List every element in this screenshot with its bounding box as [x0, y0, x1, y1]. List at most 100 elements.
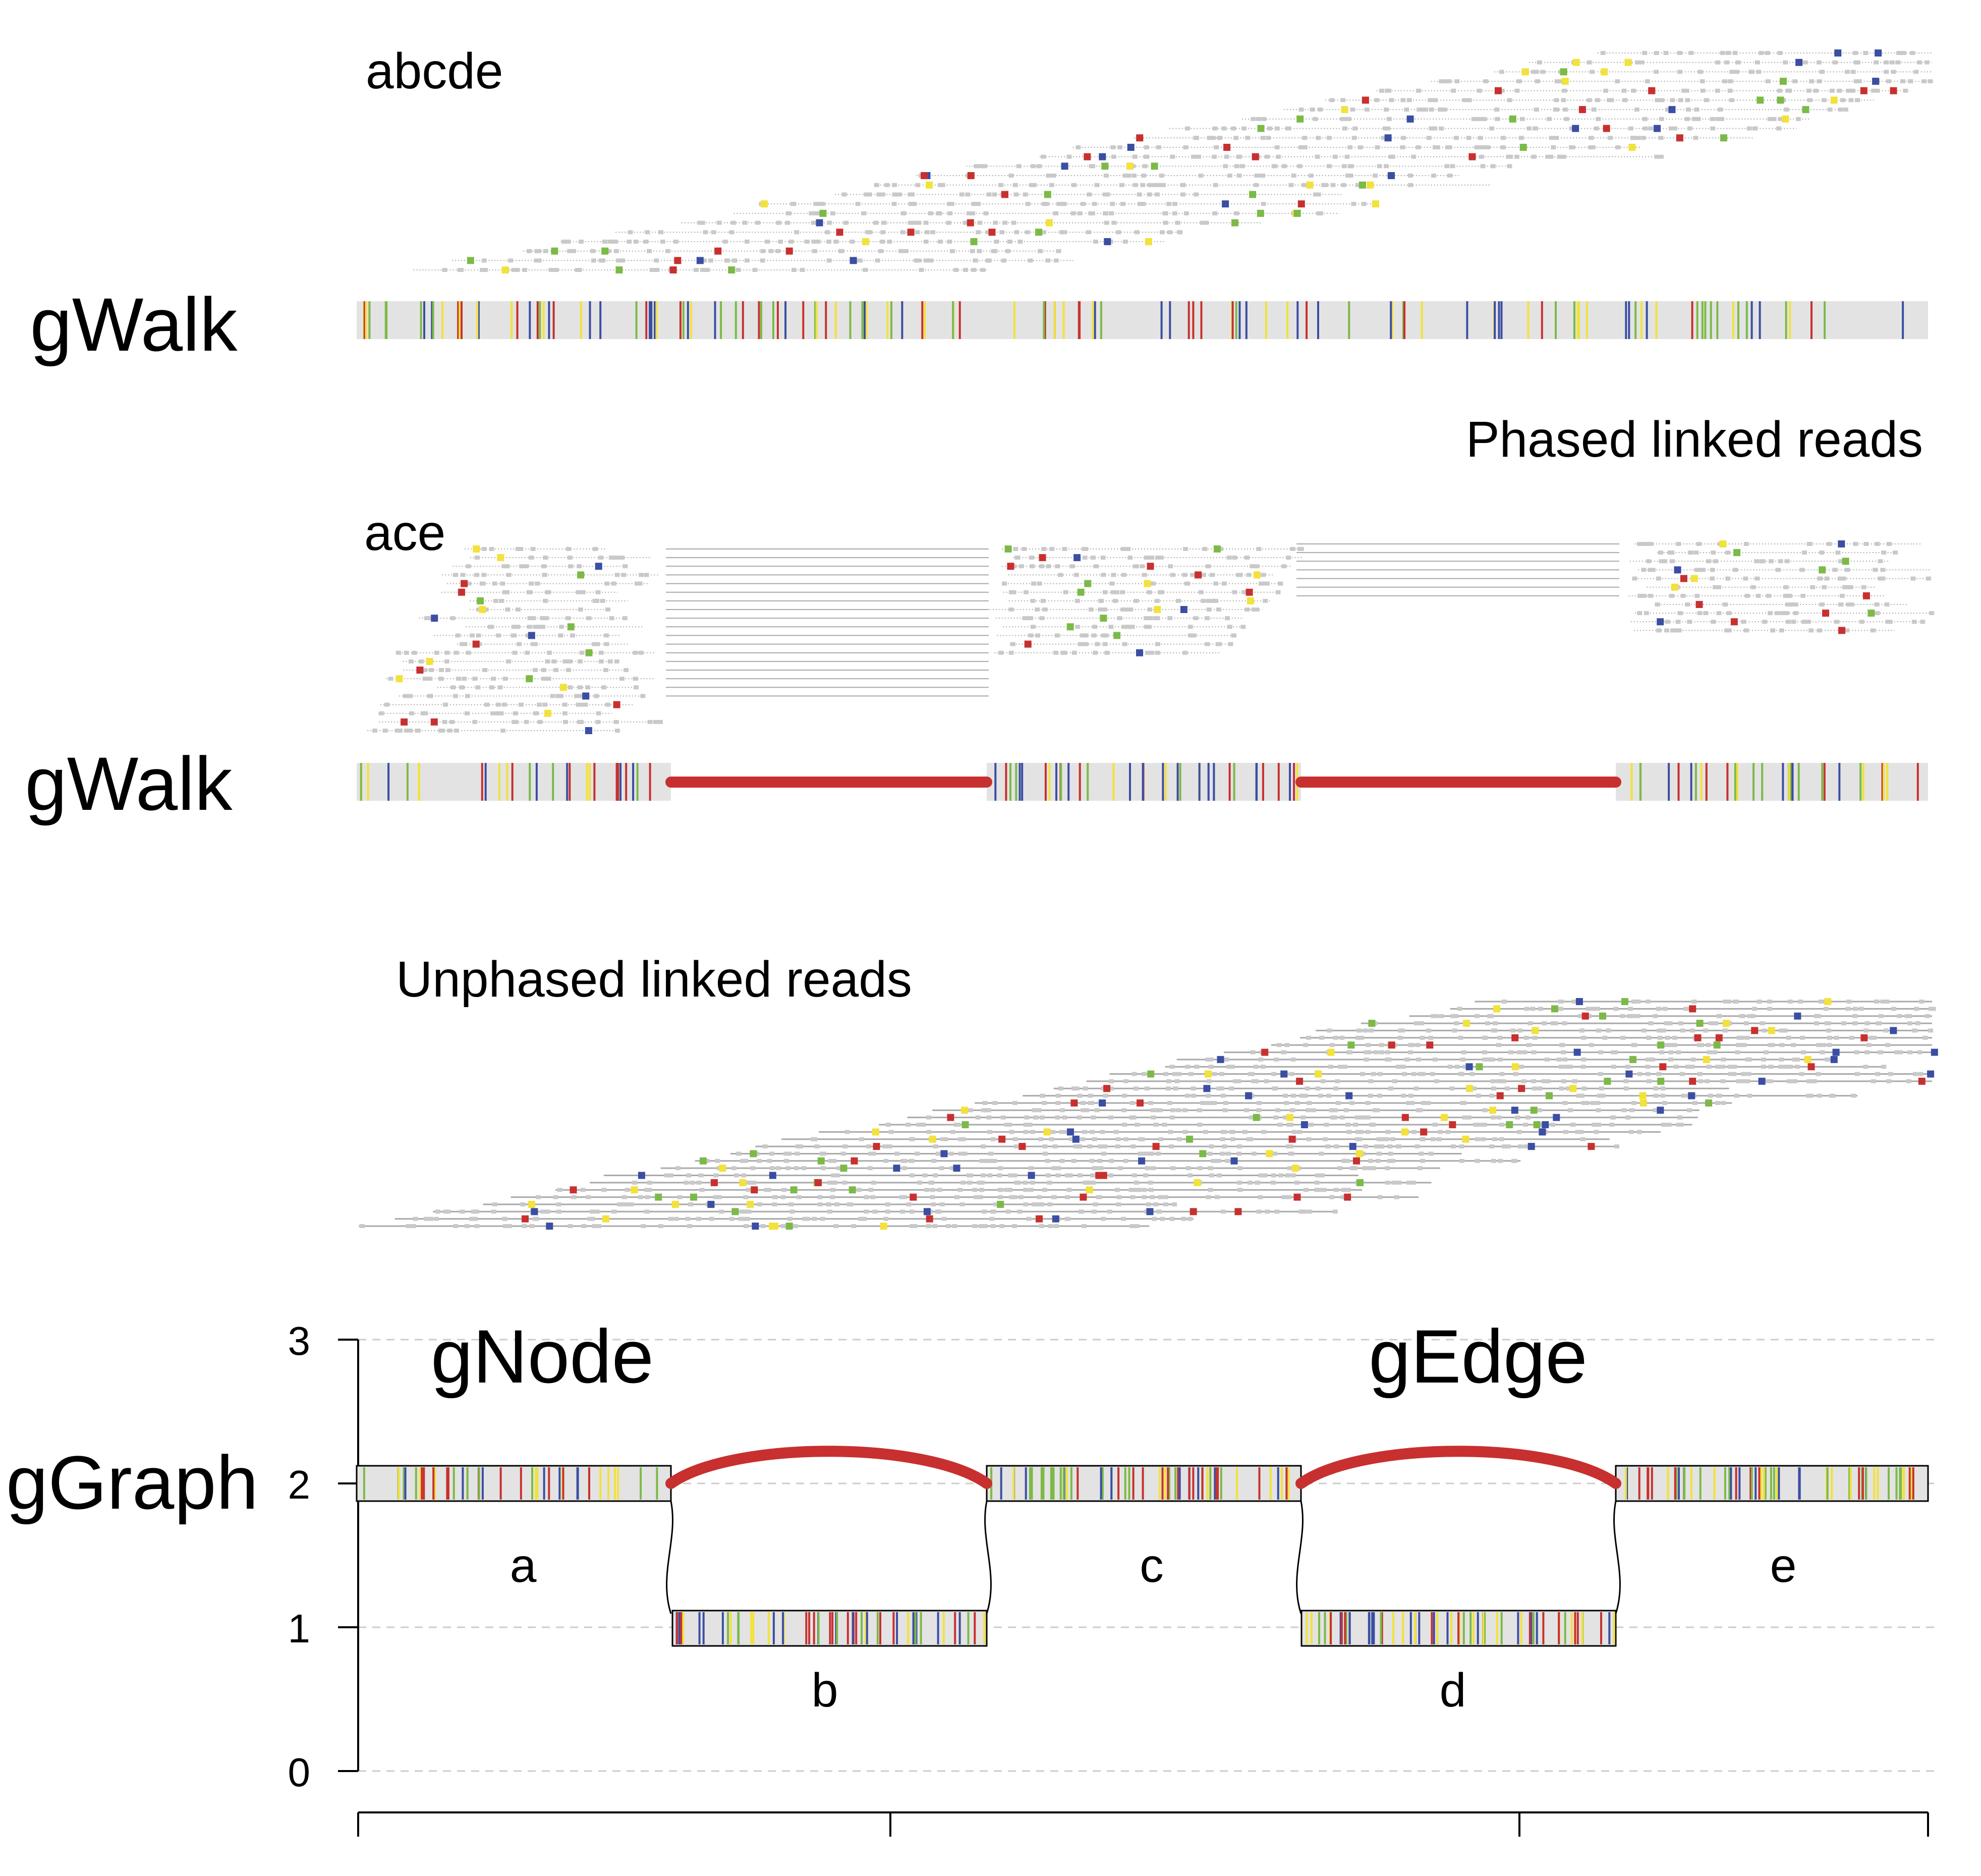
read-fragment	[1783, 60, 1788, 65]
read-fragment	[1174, 1079, 1180, 1083]
variant-stripe	[678, 1612, 681, 1644]
read-fragment	[1276, 1043, 1282, 1047]
read-fragment	[1492, 1137, 1497, 1141]
read-fragment	[1361, 202, 1367, 206]
read-fragment	[1500, 145, 1506, 149]
read-variant	[1674, 566, 1681, 574]
read-variant	[1703, 1056, 1710, 1063]
read-fragment	[1646, 1035, 1652, 1040]
read-fragment	[1387, 1158, 1392, 1163]
read-fragment	[1747, 1093, 1752, 1098]
variant-stripe	[679, 301, 682, 339]
read-fragment	[932, 1224, 938, 1228]
read-fragment	[1642, 117, 1648, 121]
read-fragment	[533, 711, 539, 715]
read-fragment	[1172, 1202, 1177, 1206]
read-fragment	[647, 1188, 652, 1192]
variant-stripe	[1159, 1467, 1161, 1500]
read-fragment	[1250, 1072, 1255, 1076]
read-fragment	[1029, 1166, 1034, 1171]
read-fragment	[1404, 1057, 1410, 1062]
read-fragment	[1022, 616, 1028, 621]
ggraph-y-axis: 0 1 2 3	[288, 1318, 359, 1795]
read-fragment	[1258, 1195, 1263, 1199]
read-fragment	[1253, 1079, 1259, 1083]
read-fragment	[1368, 1028, 1374, 1033]
read-fragment	[1462, 1065, 1467, 1069]
variant-stripe	[1209, 1467, 1212, 1500]
read-fragment	[986, 192, 992, 197]
read-variant	[1465, 1063, 1473, 1071]
read-variant	[1306, 181, 1314, 189]
variant-stripe	[1498, 301, 1500, 339]
read-fragment	[1751, 1007, 1757, 1011]
read-fragment	[1864, 1050, 1870, 1055]
track-label-ggraph: gGraph	[6, 1440, 258, 1525]
gwalk-abcde-bar	[357, 301, 1928, 339]
read-fragment	[1499, 1137, 1504, 1141]
read-fragment	[1224, 154, 1229, 159]
read-fragment	[827, 220, 832, 225]
read-fragment	[1087, 192, 1092, 197]
variant-stripe	[734, 301, 737, 339]
read-fragment	[1114, 1188, 1120, 1192]
read-fragment	[912, 1224, 918, 1228]
read-fragment	[1176, 1072, 1182, 1076]
read-fragment	[1271, 1173, 1276, 1178]
variant-stripe	[738, 1612, 740, 1644]
read-variant	[1084, 153, 1091, 160]
read-fragment	[1150, 1108, 1156, 1113]
read-fragment	[1385, 1166, 1390, 1171]
read-fragment	[1761, 1057, 1766, 1062]
read-fragment	[428, 694, 433, 698]
read-fragment	[820, 1151, 825, 1156]
read-variant	[923, 1208, 931, 1216]
read-fragment	[704, 268, 710, 272]
read-variant	[526, 675, 533, 683]
variant-stripe	[1418, 1612, 1421, 1644]
read-fragment	[1140, 183, 1146, 187]
read-fragment	[1907, 1050, 1913, 1055]
read-fragment	[1323, 1137, 1328, 1141]
read-variant	[1362, 96, 1369, 104]
annotation-gedge: gEdge	[1369, 1314, 1588, 1399]
read-variant	[873, 1143, 880, 1150]
read-fragment	[1163, 1072, 1169, 1076]
read-fragment	[558, 633, 563, 638]
read-fragment	[519, 564, 525, 569]
read-fragment	[1141, 174, 1147, 178]
read-fragment	[1415, 1043, 1421, 1047]
read-fragment	[1676, 1123, 1682, 1127]
read-fragment	[992, 192, 997, 197]
variant-stripe	[1530, 1612, 1533, 1644]
read-fragment	[1140, 1137, 1145, 1141]
variant-stripe	[447, 1467, 449, 1500]
read-fragment	[1660, 1086, 1666, 1091]
read-fragment	[1223, 1100, 1229, 1105]
read-variant	[577, 571, 585, 579]
read-fragment	[1211, 1158, 1216, 1163]
read-fragment	[752, 268, 758, 272]
read-fragment	[1850, 88, 1855, 93]
read-fragment	[1191, 154, 1197, 159]
read-fragment	[1871, 628, 1876, 633]
read-fragment	[1765, 79, 1771, 84]
read-fragment	[1540, 70, 1546, 74]
read-variant	[880, 1223, 887, 1230]
read-fragment	[1473, 1123, 1479, 1127]
read-fragment	[998, 650, 1004, 655]
read-fragment	[868, 1151, 873, 1156]
read-fragment	[1514, 154, 1519, 159]
read-fragment	[644, 573, 649, 577]
read-fragment	[1093, 239, 1098, 244]
read-fragment	[685, 1217, 691, 1221]
read-fragment	[1845, 585, 1850, 589]
read-fragment	[1600, 51, 1606, 55]
read-fragment	[1012, 183, 1018, 187]
read-fragment	[1469, 1072, 1475, 1076]
read-fragment	[1569, 126, 1574, 131]
read-fragment	[1116, 230, 1121, 235]
variant-stripe	[1691, 301, 1693, 339]
read-variant	[1327, 1049, 1335, 1056]
read-fragment	[455, 633, 461, 638]
